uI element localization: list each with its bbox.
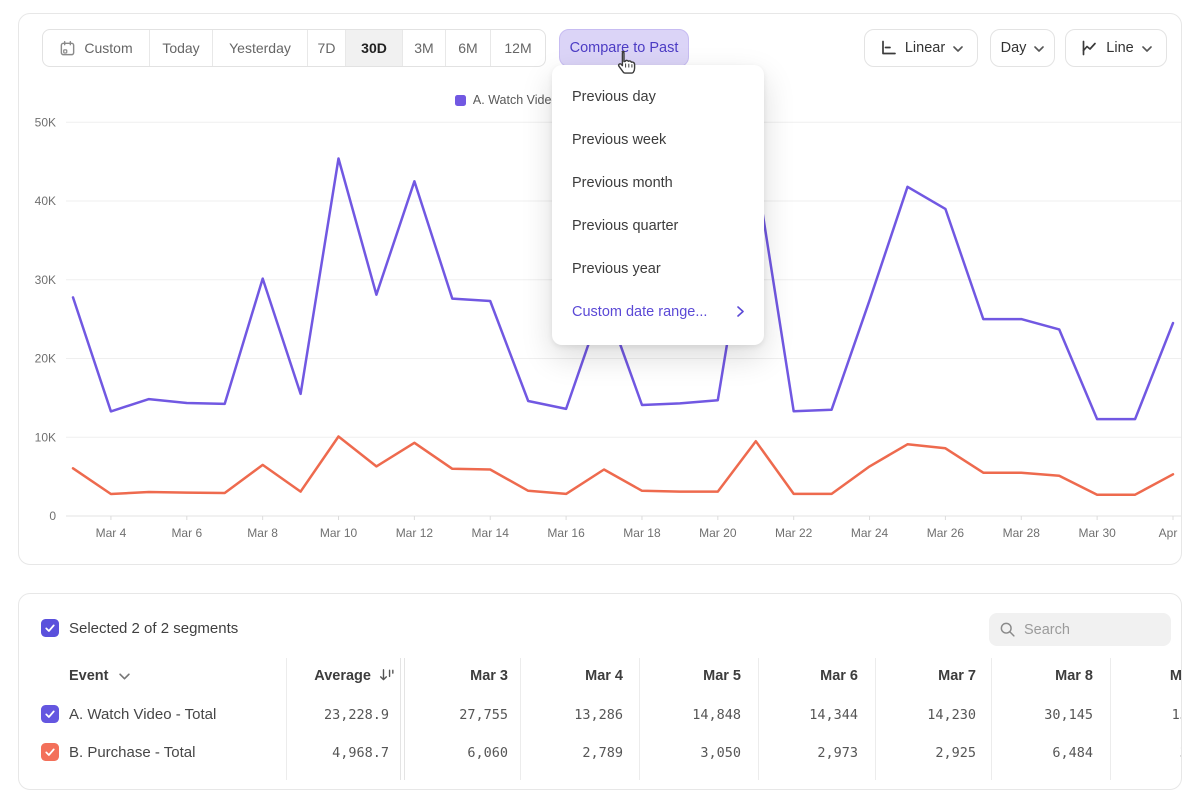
cell-value: 2,925 — [935, 745, 976, 761]
segments-table: Event Average Mar 3 Mar 4 Mar 5 Mar 6 Mar 7 M… — [19, 654, 1182, 790]
cell-value: 13,286 — [574, 707, 623, 723]
segment-checkbox-a-watch-video-total[interactable] — [41, 705, 59, 723]
date-column-header: Mar 6 — [820, 668, 858, 684]
pinned-column-divider — [404, 658, 405, 780]
column-separator — [639, 658, 640, 780]
cell-value: 2,789 — [582, 745, 623, 761]
cell-value: 3,050 — [700, 745, 741, 761]
cell-value: 6,060 — [467, 745, 508, 761]
date-column-header: Mar 7 — [938, 668, 976, 684]
cell-value: 2,973 — [817, 745, 858, 761]
checkmark-icon — [44, 708, 56, 720]
segment-name: A. Watch Video - Total — [69, 706, 216, 723]
x-axis-label: Apr 1 — [1159, 526, 1182, 540]
x-axis-label: Mar 24 — [851, 526, 889, 540]
x-axis-label: Mar 28 — [1003, 526, 1041, 540]
chevron-down-icon — [119, 673, 130, 680]
column-separator — [991, 658, 992, 780]
cell-value: 30,145 — [1044, 707, 1093, 723]
search-box — [989, 613, 1171, 646]
date-column-header: Mar 8 — [1055, 668, 1093, 684]
y-axis-label: 50K — [35, 115, 56, 129]
average-header-label: Average — [314, 668, 371, 684]
date-column-header: Mar 4 — [585, 668, 623, 684]
cell-value: 14,848 — [692, 707, 741, 723]
column-separator — [520, 658, 521, 780]
compare-to-past-menu: Previous dayPrevious weekPrevious monthP… — [552, 65, 764, 345]
search-icon — [999, 621, 1016, 638]
cell-value: 14,344 — [809, 707, 858, 723]
segments-summary: Selected 2 of 2 segments — [41, 619, 238, 637]
y-axis-label: 20K — [35, 352, 56, 366]
date-column-header: M — [1170, 668, 1182, 684]
pinned-column-divider — [400, 658, 401, 780]
cell-value: 6,484 — [1052, 745, 1093, 761]
average-column-header[interactable]: Average — [314, 668, 394, 684]
x-axis-label: Mar 16 — [547, 526, 585, 540]
menu-item-previous-quarter[interactable]: Previous quarter — [552, 204, 764, 247]
y-axis-label: 30K — [35, 273, 56, 287]
menu-item-previous-month[interactable]: Previous month — [552, 161, 764, 204]
cell-value: 15, — [1172, 707, 1182, 723]
x-axis-label: Mar 26 — [927, 526, 965, 540]
column-separator — [1110, 658, 1111, 780]
x-axis-label: Mar 10 — [320, 526, 358, 540]
sort-descending-icon — [379, 668, 394, 682]
y-axis-label: 40K — [35, 194, 56, 208]
checkmark-icon — [44, 622, 56, 634]
legend-swatch — [455, 95, 466, 106]
compare-to-past-button[interactable]: Compare to Past — [559, 29, 689, 67]
series-line-b-purchase-total[interactable] — [73, 437, 1173, 495]
cell-value: 3, — [1180, 745, 1182, 761]
event-header-label: Event — [69, 668, 109, 684]
segments-panel: Selected 2 of 2 segments Event Average M… — [18, 593, 1182, 790]
segments-summary-label: Selected 2 of 2 segments — [69, 620, 238, 637]
x-axis-label: Mar 8 — [247, 526, 278, 540]
select-all-checkbox[interactable] — [41, 619, 59, 637]
menu-item-previous-year[interactable]: Previous year — [552, 247, 764, 290]
column-separator — [875, 658, 876, 780]
chart-card: CustomTodayYesterday7D30D3M6M12M Compare… — [18, 13, 1182, 565]
x-axis-label: Mar 14 — [472, 526, 510, 540]
chevron-right-icon — [737, 306, 744, 317]
x-axis-label: Mar 6 — [171, 526, 202, 540]
checkmark-icon — [44, 746, 56, 758]
x-axis-label: Mar 20 — [699, 526, 737, 540]
x-axis-label: Mar 12 — [396, 526, 434, 540]
cell-value: 27,755 — [459, 707, 508, 723]
x-axis-label: Mar 4 — [96, 526, 127, 540]
average-value: 23,228.9 — [324, 707, 389, 723]
date-column-header: Mar 3 — [470, 668, 508, 684]
column-separator — [286, 658, 287, 780]
cell-value: 14,230 — [927, 707, 976, 723]
search-input[interactable] — [1024, 622, 1154, 638]
y-axis-label: 0 — [49, 509, 56, 523]
x-axis-label: Mar 18 — [623, 526, 661, 540]
menu-item-previous-week[interactable]: Previous week — [552, 118, 764, 161]
analytics-dashboard: CustomTodayYesterday7D30D3M6M12M Compare… — [0, 0, 1200, 802]
date-column-header: Mar 5 — [703, 668, 741, 684]
menu-item-label: Custom date range... — [572, 304, 707, 320]
event-column-header[interactable]: Event — [69, 668, 130, 684]
menu-item-custom-date-range[interactable]: Custom date range... — [552, 290, 764, 333]
segment-name: B. Purchase - Total — [69, 744, 195, 761]
x-axis-label: Mar 22 — [775, 526, 813, 540]
x-axis-label: Mar 30 — [1078, 526, 1116, 540]
column-separator — [758, 658, 759, 780]
segment-checkbox-b-purchase-total[interactable] — [41, 743, 59, 761]
menu-item-previous-day[interactable]: Previous day — [552, 75, 764, 118]
y-axis-label: 10K — [35, 430, 56, 444]
average-value: 4,968.7 — [332, 745, 389, 761]
